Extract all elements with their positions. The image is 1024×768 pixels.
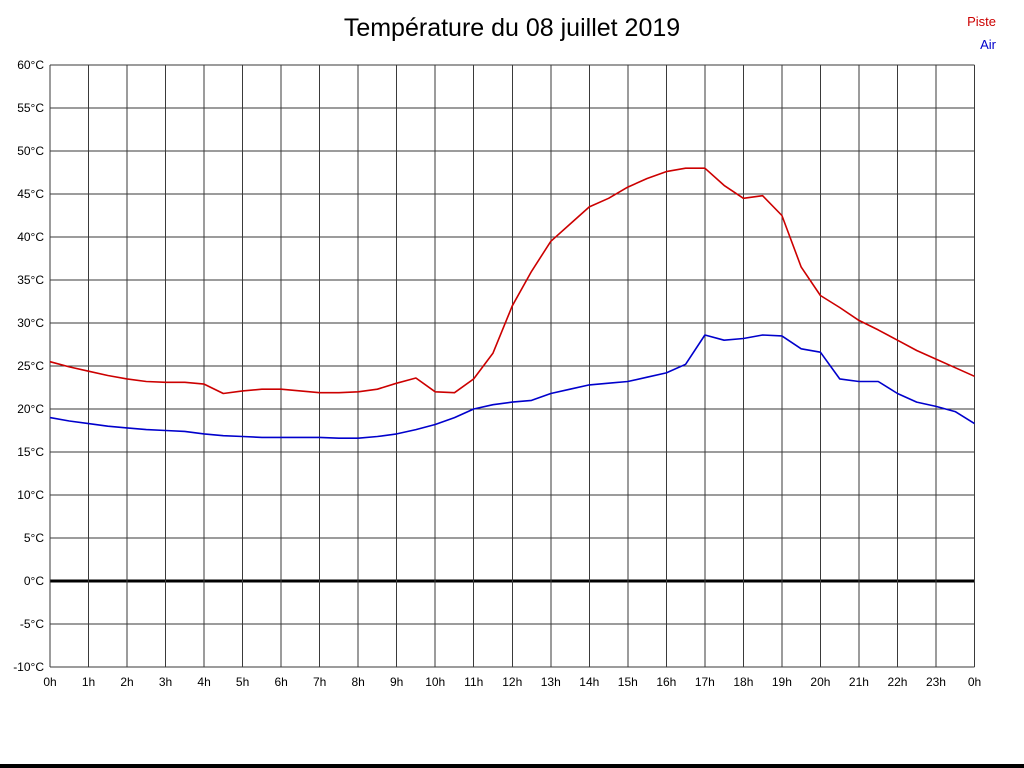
y-tick-label: 25°C <box>17 359 44 373</box>
y-tick-label: 35°C <box>17 273 44 287</box>
y-tick-label: 10°C <box>17 488 44 502</box>
x-tick-label: 12h <box>502 675 522 689</box>
x-tick-label: 18h <box>733 675 753 689</box>
x-tick-label: 19h <box>772 675 792 689</box>
x-tick-label: 9h <box>390 675 403 689</box>
series-piste <box>49 167 975 395</box>
x-tick-label: 15h <box>618 675 638 689</box>
y-tick-label: 40°C <box>17 230 44 244</box>
x-tick-label: 3h <box>159 675 172 689</box>
x-tick-label: 8h <box>351 675 364 689</box>
series-air <box>49 334 975 440</box>
x-tick-label: 1h <box>82 675 95 689</box>
y-tick-label: 5°C <box>24 531 44 545</box>
y-tick-label: -5°C <box>20 617 44 631</box>
x-tick-label: 4h <box>197 675 210 689</box>
bottom-border <box>0 764 1024 768</box>
x-tick-label: 2h <box>120 675 133 689</box>
y-tick-label: 50°C <box>17 144 44 158</box>
y-tick-label: 55°C <box>17 101 44 115</box>
x-tick-label: 11h <box>464 675 483 689</box>
x-tick-label: 21h <box>849 675 869 689</box>
y-tick-label: 20°C <box>17 402 44 416</box>
x-tick-label: 22h <box>887 675 907 689</box>
y-tick-label: 30°C <box>17 316 44 330</box>
x-tick-label: 7h <box>313 675 326 689</box>
x-tick-label: 16h <box>656 675 676 689</box>
legend-item-air: Air <box>980 37 996 52</box>
x-tick-label: 20h <box>810 675 830 689</box>
x-tick-label: 23h <box>926 675 946 689</box>
y-tick-label: -10°C <box>13 660 44 674</box>
x-tick-label: 10h <box>425 675 445 689</box>
y-tick-label: 60°C <box>17 58 44 72</box>
x-tick-label: 17h <box>695 675 715 689</box>
chart-legend: Piste Air <box>967 10 996 56</box>
x-tick-label: 0h <box>43 675 56 689</box>
legend-item-piste: Piste <box>967 14 996 29</box>
y-tick-label: 0°C <box>24 574 44 588</box>
y-tick-label: 45°C <box>17 187 44 201</box>
x-tick-label: 6h <box>274 675 287 689</box>
x-tick-label: 13h <box>541 675 561 689</box>
chart-title: Température du 08 juillet 2019 <box>343 14 681 42</box>
x-tick-label: 5h <box>236 675 249 689</box>
x-tick-label: 0h <box>968 675 981 689</box>
x-tick-label: 14h <box>579 675 599 689</box>
y-tick-label: 15°C <box>17 445 44 459</box>
